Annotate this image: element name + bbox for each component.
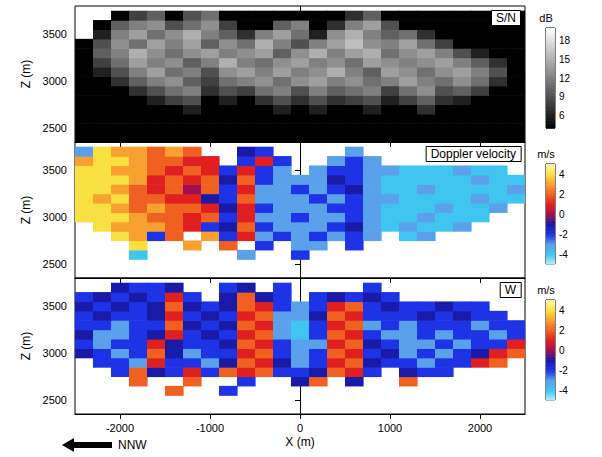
svg-text:2500: 2500 (43, 258, 67, 270)
svg-text:-4: -4 (559, 249, 568, 260)
svg-text:0: 0 (559, 209, 565, 220)
svg-text:18: 18 (559, 35, 571, 46)
svg-text:-2: -2 (559, 229, 568, 240)
svg-text:3000: 3000 (43, 75, 67, 87)
svg-text:m/s: m/s (537, 148, 555, 160)
svg-text:15: 15 (559, 54, 571, 65)
svg-text:3000: 3000 (43, 347, 67, 359)
svg-text:dB: dB (539, 12, 552, 24)
svg-text:Doppler velocity: Doppler velocity (431, 147, 516, 161)
svg-text:-1000: -1000 (196, 422, 224, 434)
svg-text:0: 0 (297, 422, 303, 434)
svg-text:S/N: S/N (496, 11, 516, 25)
svg-text:2000: 2000 (468, 422, 492, 434)
svg-text:3500: 3500 (43, 164, 67, 176)
svg-text:Z (m): Z (m) (19, 60, 33, 89)
svg-text:2: 2 (559, 325, 565, 336)
svg-text:m/s: m/s (537, 284, 555, 296)
svg-text:6: 6 (559, 110, 565, 121)
svg-text:4: 4 (559, 305, 565, 316)
svg-text:3500: 3500 (43, 28, 67, 40)
svg-text:X (m): X (m) (285, 435, 314, 449)
svg-text:9: 9 (559, 91, 565, 102)
svg-text:12: 12 (559, 73, 571, 84)
svg-text:-2000: -2000 (106, 422, 134, 434)
svg-text:3500: 3500 (43, 300, 67, 312)
svg-text:4: 4 (559, 169, 565, 180)
svg-text:-4: -4 (559, 385, 568, 396)
svg-text:NNW: NNW (118, 438, 147, 452)
svg-text:Z (m): Z (m) (19, 332, 33, 361)
svg-text:W: W (505, 283, 517, 297)
svg-text:1000: 1000 (378, 422, 402, 434)
svg-text:0: 0 (559, 345, 565, 356)
svg-text:Z (m): Z (m) (19, 196, 33, 225)
svg-text:-2: -2 (559, 365, 568, 376)
svg-text:3000: 3000 (43, 211, 67, 223)
svg-text:2: 2 (559, 189, 565, 200)
svg-text:2500: 2500 (43, 394, 67, 406)
svg-text:2500: 2500 (43, 122, 67, 134)
